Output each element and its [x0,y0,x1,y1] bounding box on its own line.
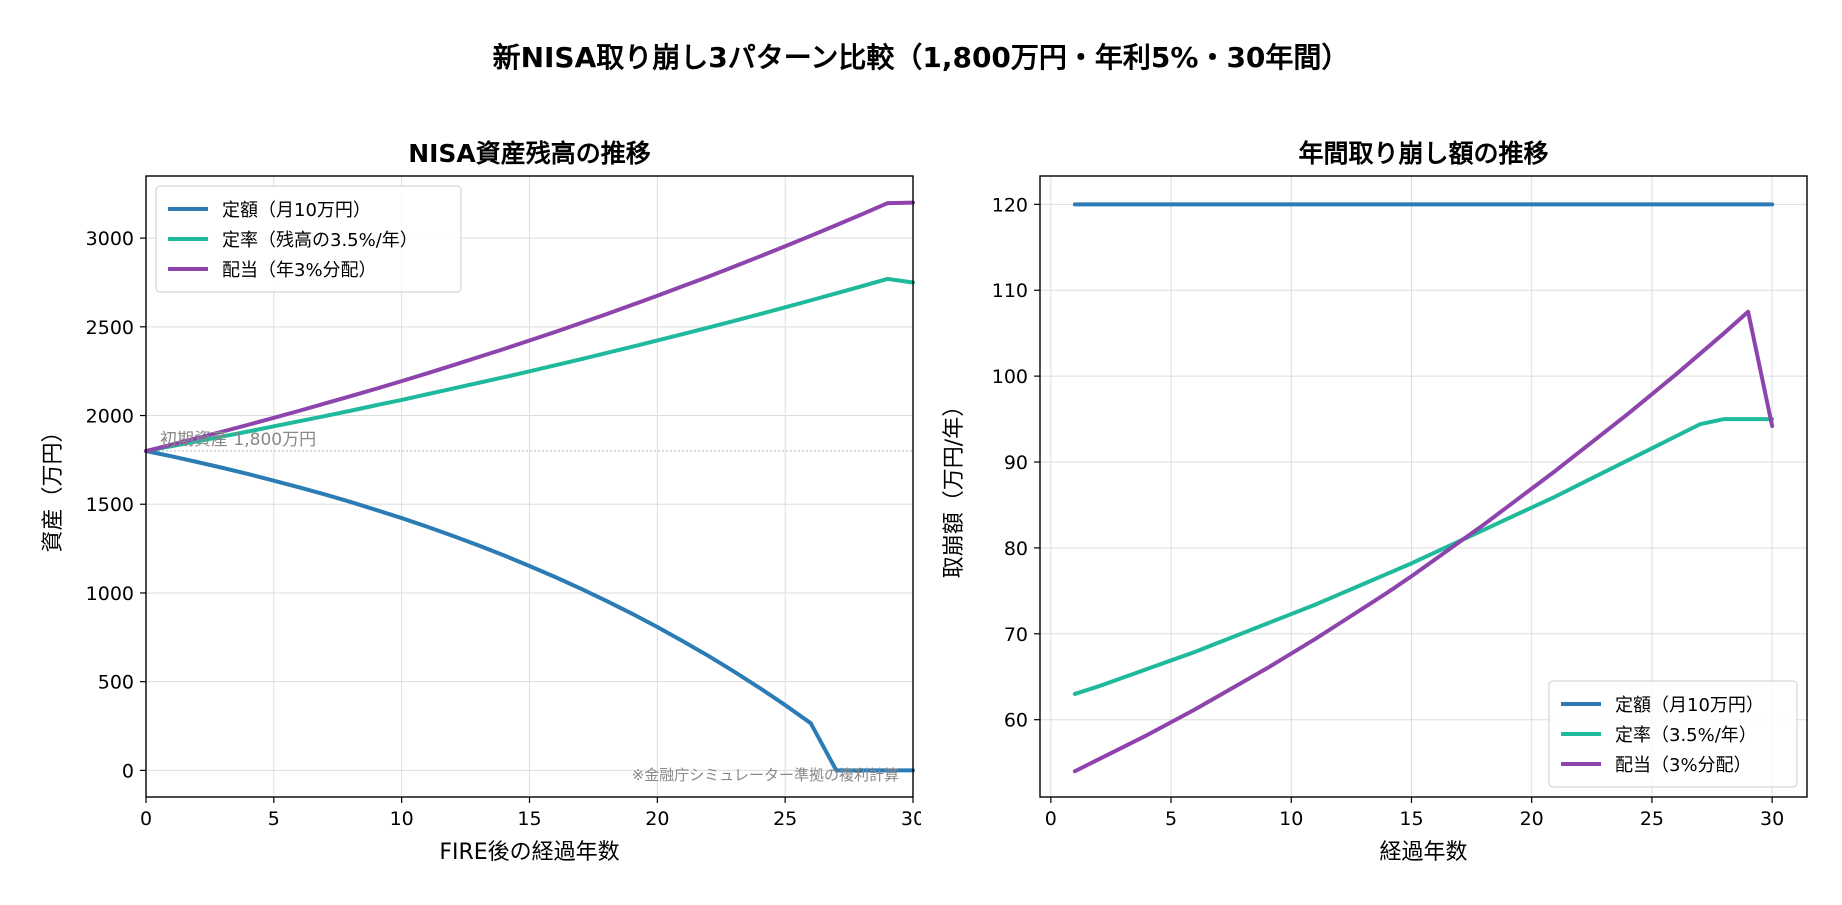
y-tick-label: 70 [1004,624,1028,646]
legend-label: 配当（3%分配） [1615,755,1752,776]
x-tick-label: 10 [1279,808,1303,830]
x-tick-label: 30 [901,808,921,830]
series-line [1072,417,1775,696]
y-tick-label: 0 [122,760,134,782]
initial-asset-label: 初期資産 1,800万円 [160,430,316,450]
series-line [144,449,915,773]
y-axis-label: 取崩額（万円/年） [942,395,967,578]
footnote: ※金融庁シミュレーター準拠の複利計算 [632,766,899,784]
legend-label: 定額（月10万円） [1615,695,1764,716]
chart-title: 年間取り崩し額の推移 [1298,139,1548,168]
y-tick-label: 2500 [86,317,134,339]
legend-box [1548,680,1798,788]
y-tick-label: 500 [98,672,134,694]
legend-label: 定額（月10万円） [222,200,371,221]
x-axis-label: FIRE後の経過年数 [439,840,619,865]
x-tick-label: 25 [1640,808,1664,830]
legend: 定額（月10万円） 定率（3.5%/年） 配当（3%分配） [1548,680,1798,788]
x-tick-label: 20 [1520,808,1544,830]
y-tick-label: 110 [992,280,1028,302]
chart-title: NISA資産残高の推移 [408,139,651,168]
x-tick-label: 30 [1760,808,1784,830]
plot-frame [1039,175,1808,798]
y-tick-label: 120 [992,194,1028,216]
x-tick-label: 0 [140,808,152,830]
y-axis-label: 資産（万円） [41,420,66,552]
series-line [144,200,915,454]
y-tick-label: 100 [992,366,1028,388]
legend-label: 定率（残高の3.5%/年） [222,230,418,251]
x-tick-label: 10 [390,808,414,830]
y-tick-label: 3000 [86,228,134,250]
y-tick-label: 60 [1004,710,1028,732]
y-tick-label: 90 [1004,452,1028,474]
x-tick-label: 15 [1399,808,1423,830]
y-tick-label: 1500 [86,494,134,516]
x-tick-label: 15 [517,808,541,830]
annual-withdrawal-chart: 年間取り崩し額の推移 0 5 10 15 20 25 30 60 70 80 90 100 110 120 経… [942,139,1808,865]
legend-box [155,185,462,293]
series-line [1072,309,1775,774]
x-tick-label: 20 [645,808,669,830]
x-tick-label: 0 [1045,808,1057,830]
figure-title: 新NISA取り崩し3パターン比較（1,800万円・年利5%・30年間） [492,41,1350,74]
y-tick-label: 2000 [86,406,134,428]
legend-label: 配当（年3%分配） [222,260,377,281]
series-line [144,276,915,454]
legend-label: 定率（3.5%/年） [1615,725,1757,746]
y-tick-label: 80 [1004,538,1028,560]
x-tick-label: 5 [1165,808,1177,830]
legend: 定額（月10万円） 定率（残高の3.5%/年） 配当（年3%分配） [155,185,462,293]
x-tick-label: 25 [773,808,797,830]
x-tick-label: 5 [268,808,280,830]
y-tick-label: 1000 [86,583,134,605]
x-axis-label: 経過年数 [1379,840,1467,865]
